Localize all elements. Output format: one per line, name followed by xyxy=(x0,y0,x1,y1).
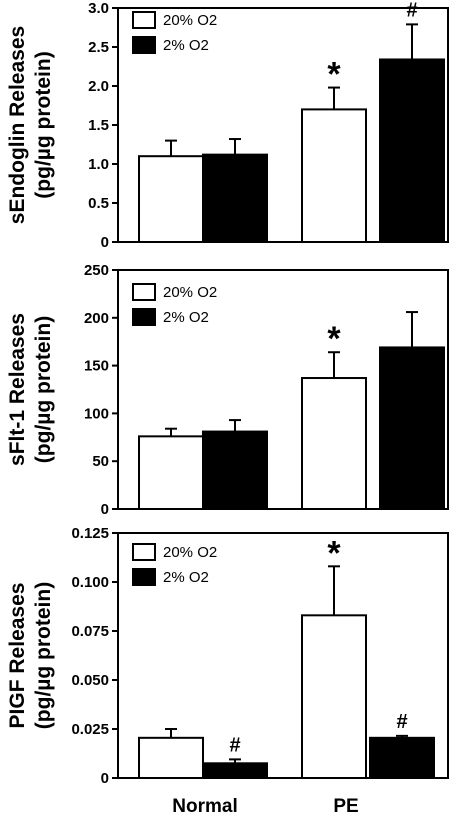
significance-hash: # xyxy=(229,734,240,756)
legend-label: 2% O2 xyxy=(163,569,209,586)
legend-label: 2% O2 xyxy=(163,37,209,54)
bar-pe-series-1 xyxy=(301,108,367,244)
legend-label: 2% O2 xyxy=(163,309,209,326)
bar-pe-series-2 xyxy=(379,58,445,244)
significance-star: * xyxy=(327,320,341,358)
significance-hash: # xyxy=(396,711,407,733)
plot-frame xyxy=(117,532,449,779)
y-tick-label: 0.5 xyxy=(88,195,109,212)
x-category-label-pe: PE xyxy=(333,796,358,817)
legend-label: 20% O2 xyxy=(163,12,217,29)
y-tick-label: 0.100 xyxy=(71,574,109,591)
bar-pe-series-1 xyxy=(301,614,367,779)
plot-frame xyxy=(117,269,449,510)
legend-swatch xyxy=(132,11,156,29)
y-axis-label: (pg/µg protein) xyxy=(32,51,55,198)
legend-swatch xyxy=(132,308,156,326)
legend-swatch xyxy=(132,36,156,54)
y-tick-label: 100 xyxy=(84,405,109,422)
bar-normal-series-2 xyxy=(202,430,268,510)
legend-label: 20% O2 xyxy=(163,284,217,301)
y-axis-label: (pg/µg protein) xyxy=(32,582,55,729)
y-tick-label: 0.050 xyxy=(71,672,109,689)
y-tick-label: 0 xyxy=(101,501,109,518)
y-tick-label: 2.0 xyxy=(88,78,109,95)
bar-pe-series-1 xyxy=(301,377,367,511)
y-tick-label: 1.0 xyxy=(88,156,109,173)
legend-swatch xyxy=(132,543,156,561)
legend-swatch xyxy=(132,283,156,301)
y-axis-label: (pg/µg protein) xyxy=(32,316,55,463)
y-tick-label: 200 xyxy=(84,310,109,327)
bar-normal-series-1 xyxy=(138,435,204,510)
bar-normal-series-1 xyxy=(138,736,204,780)
bar-pe-series-2 xyxy=(379,346,445,510)
y-tick-label: 2.5 xyxy=(88,39,109,56)
significance-star: * xyxy=(327,56,341,94)
bar-pe-series-2 xyxy=(369,736,435,780)
y-axis-label: sEndoglin Releases xyxy=(6,26,29,224)
bar-normal-series-2 xyxy=(202,762,268,779)
bar-normal-series-1 xyxy=(138,155,204,243)
bar-normal-series-2 xyxy=(202,153,268,243)
significance-hash: # xyxy=(406,0,417,21)
y-tick-label: 0 xyxy=(101,770,109,787)
y-tick-label: 0.125 xyxy=(71,525,109,542)
x-category-label-normal: Normal xyxy=(172,796,237,817)
chart-panel-2: 0 50 100 150 200 250 sFlt-1 Releases (pg/µg pro… xyxy=(6,262,449,518)
y-tick-label: 0.075 xyxy=(71,623,109,640)
legend-label: 20% O2 xyxy=(163,544,217,561)
y-tick-label: 50 xyxy=(92,453,109,470)
significance-star: * xyxy=(327,534,341,572)
chart-panel-3: 0 0.025 0.050 0.075 0.100 0.125 PIGF Releases(… xyxy=(6,525,449,787)
y-tick-label: 0 xyxy=(101,234,109,251)
legend-swatch xyxy=(132,568,156,586)
y-tick-label: 0.025 xyxy=(71,721,109,738)
y-tick-label: 3.0 xyxy=(88,0,109,17)
y-axis-label: PIGF Releases xyxy=(6,583,29,729)
y-axis-label: sFlt-1 Releases xyxy=(6,313,29,466)
y-tick-label: 250 xyxy=(84,262,109,279)
chart-panel-1: 0 0.5 1.0 1.5 2.0 2.5 3.0 sEndoglin Releases (pg… xyxy=(6,0,449,251)
y-tick-label: 1.5 xyxy=(88,117,109,134)
y-tick-label: 150 xyxy=(84,358,109,375)
